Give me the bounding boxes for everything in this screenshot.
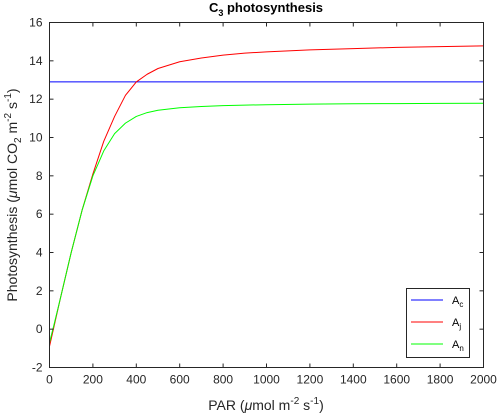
y-tick-label: 8: [36, 169, 43, 183]
legend-label-an: An: [452, 339, 464, 353]
plot-frame: [49, 22, 484, 368]
x-tick-label: 600: [170, 373, 190, 387]
x-tick-label: 400: [126, 373, 146, 387]
ylabel-end: ): [4, 88, 20, 93]
y-tick-label: 2: [36, 284, 43, 298]
y-tick-label: 16: [29, 16, 43, 30]
legend: Ac Aj An: [406, 288, 470, 358]
xlabel-mu: μ: [244, 397, 253, 413]
x-tick-label: 1400: [340, 373, 367, 387]
ylabel-sub: 2: [13, 137, 24, 143]
ylabel-mid2: s: [4, 102, 20, 113]
chart-title: C3 photosynthesis: [209, 0, 323, 18]
y-tick-label: 14: [29, 54, 43, 68]
xlabel-post: mol m: [252, 397, 290, 413]
x-tick-label: 1200: [297, 373, 324, 387]
xlabel-mid: s: [299, 397, 310, 413]
ylabel-sup2: -1: [3, 93, 14, 102]
x-tick-label: 200: [83, 373, 103, 387]
xlabel-sup2: -1: [310, 396, 319, 407]
ylabel-post: mol CO: [4, 143, 20, 191]
tick-layer: 0 200 400 600 800 1000 1200 1400 1600 1800 2000-20…: [29, 16, 497, 387]
ylabel-sup1: -2: [3, 112, 14, 121]
xlabel-end: ): [319, 397, 324, 413]
x-tick-label: 2000: [470, 373, 497, 387]
y-tick-label: 10: [29, 131, 43, 145]
title-rest: photosynthesis: [223, 0, 323, 15]
x-tick-label: 1800: [427, 373, 454, 387]
x-tick-label: 0: [46, 373, 53, 387]
title-main: C: [209, 0, 219, 15]
y-tick-label: 12: [29, 92, 43, 106]
ylabel-mid: m: [4, 122, 20, 138]
y-axis-label: Photosynthesis (μmol CO2 m-2 s-1): [3, 88, 24, 301]
series-line-an: [49, 102, 484, 343]
xlabel-sup1: -2: [290, 396, 299, 407]
title-sub: 3: [218, 8, 223, 18]
x-axis-label: PAR (μmol m-2 s-1): [208, 396, 323, 413]
xlabel-pre: PAR (: [208, 397, 245, 413]
x-tick-label: 800: [213, 373, 233, 387]
ylabel-mu: μ: [4, 190, 20, 199]
legend-label-aj: Aj: [452, 317, 461, 331]
y-tick-label: 4: [36, 246, 43, 260]
legend-label-ac: Ac: [452, 295, 463, 309]
y-tick-label: -2: [32, 361, 43, 375]
series-layer: [49, 45, 484, 347]
x-tick-label: 1600: [383, 373, 410, 387]
y-tick-label: 6: [36, 207, 43, 221]
ylabel-pre: Photosynthesis (: [4, 198, 20, 302]
y-tick-label: 0: [36, 322, 43, 336]
x-tick-label: 1000: [253, 373, 280, 387]
